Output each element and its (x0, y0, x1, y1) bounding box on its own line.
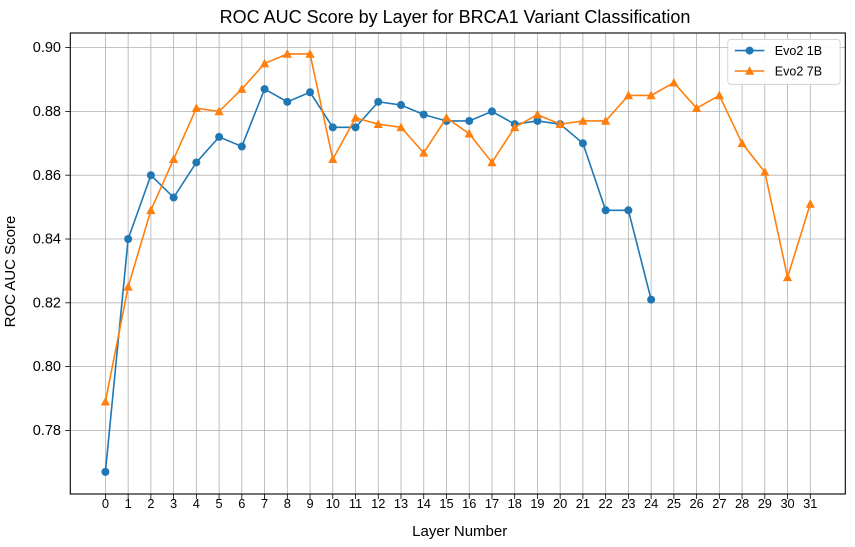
svg-text:29: 29 (758, 496, 772, 511)
svg-text:10: 10 (326, 496, 340, 511)
svg-text:13: 13 (394, 496, 408, 511)
svg-text:31: 31 (803, 496, 817, 511)
svg-text:16: 16 (462, 496, 476, 511)
svg-text:22: 22 (599, 496, 613, 511)
svg-text:0.88: 0.88 (33, 104, 61, 120)
svg-text:1: 1 (125, 496, 132, 511)
svg-text:0.90: 0.90 (33, 40, 61, 56)
svg-text:Layer Number: Layer Number (412, 523, 507, 540)
svg-text:18: 18 (508, 496, 522, 511)
svg-text:0.82: 0.82 (33, 295, 61, 311)
svg-text:9: 9 (306, 496, 313, 511)
svg-text:ROC AUC Score by Layer for BRC: ROC AUC Score by Layer for BRCA1 Variant… (220, 7, 691, 27)
svg-text:21: 21 (576, 496, 590, 511)
svg-text:3: 3 (170, 496, 177, 511)
svg-text:0.84: 0.84 (33, 232, 61, 248)
svg-text:30: 30 (780, 496, 794, 511)
svg-text:27: 27 (712, 496, 726, 511)
svg-text:28: 28 (735, 496, 749, 511)
svg-text:26: 26 (689, 496, 703, 511)
svg-text:19: 19 (530, 496, 544, 511)
svg-text:25: 25 (667, 496, 681, 511)
svg-text:12: 12 (371, 496, 385, 511)
svg-text:ROC AUC Score: ROC AUC Score (2, 216, 19, 328)
svg-text:11: 11 (349, 496, 362, 511)
svg-text:17: 17 (485, 496, 499, 511)
svg-text:24: 24 (644, 496, 658, 511)
svg-text:2: 2 (147, 496, 154, 511)
svg-text:15: 15 (439, 496, 453, 511)
svg-text:0.86: 0.86 (33, 168, 61, 184)
svg-text:4: 4 (193, 496, 200, 511)
svg-text:0.80: 0.80 (33, 359, 61, 375)
svg-text:7: 7 (261, 496, 268, 511)
svg-text:6: 6 (238, 496, 245, 511)
svg-text:Evo2 1B: Evo2 1B (775, 44, 822, 58)
svg-text:8: 8 (284, 496, 291, 511)
svg-text:14: 14 (417, 496, 431, 511)
svg-text:5: 5 (216, 496, 223, 511)
svg-text:0: 0 (102, 496, 109, 511)
svg-text:Evo2 7B: Evo2 7B (775, 64, 822, 78)
svg-text:0.78: 0.78 (33, 423, 61, 439)
svg-text:23: 23 (621, 496, 635, 511)
svg-text:20: 20 (553, 496, 567, 511)
